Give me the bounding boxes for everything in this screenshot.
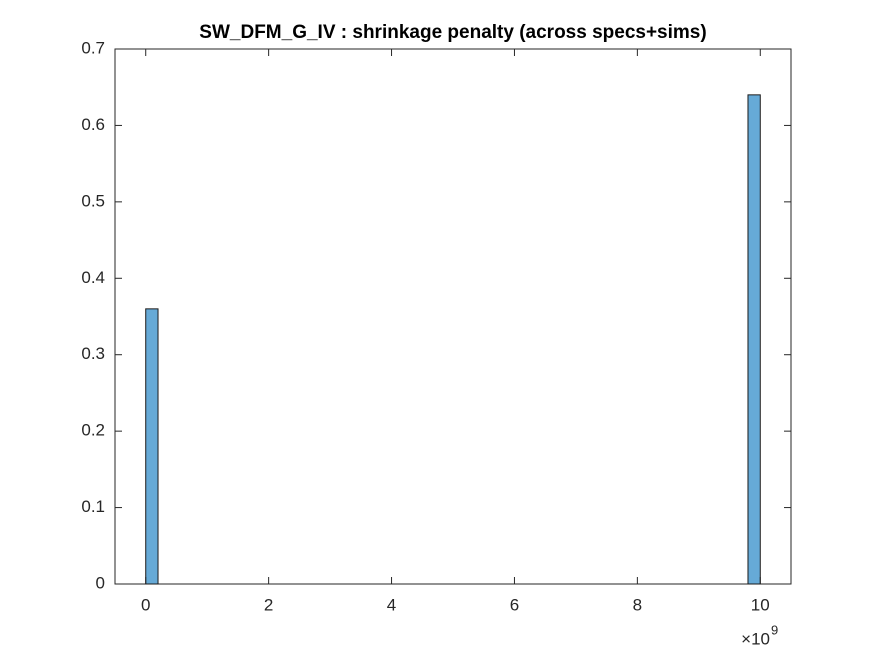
y-tick-label: 0.3 (81, 344, 105, 363)
bar (747, 94, 761, 585)
y-tick-label: 0.4 (81, 268, 105, 287)
x-exponent-base: ×10 (741, 629, 770, 648)
y-tick-label: 0.1 (81, 497, 105, 516)
y-tick-label: 0.6 (81, 115, 105, 134)
chart-title: SW_DFM_G_IV : shrinkage penalty (across … (199, 22, 706, 43)
x-tick-label: 0 (141, 595, 150, 614)
x-tick-label: 10 (751, 595, 770, 614)
y-tick-label: 0.5 (81, 191, 105, 210)
x-tick-label: 2 (264, 595, 273, 614)
x-exponent-power: 9 (771, 622, 778, 637)
x-tick-label: 4 (387, 595, 396, 614)
y-tick-label: 0.2 (81, 421, 105, 440)
y-tick-label: 0 (96, 573, 105, 592)
x-tick-label: 6 (510, 595, 519, 614)
y-tick-label: 0.7 (81, 38, 105, 57)
x-tick-label: 8 (633, 595, 642, 614)
axes-box (114, 48, 792, 585)
bar (145, 308, 159, 585)
